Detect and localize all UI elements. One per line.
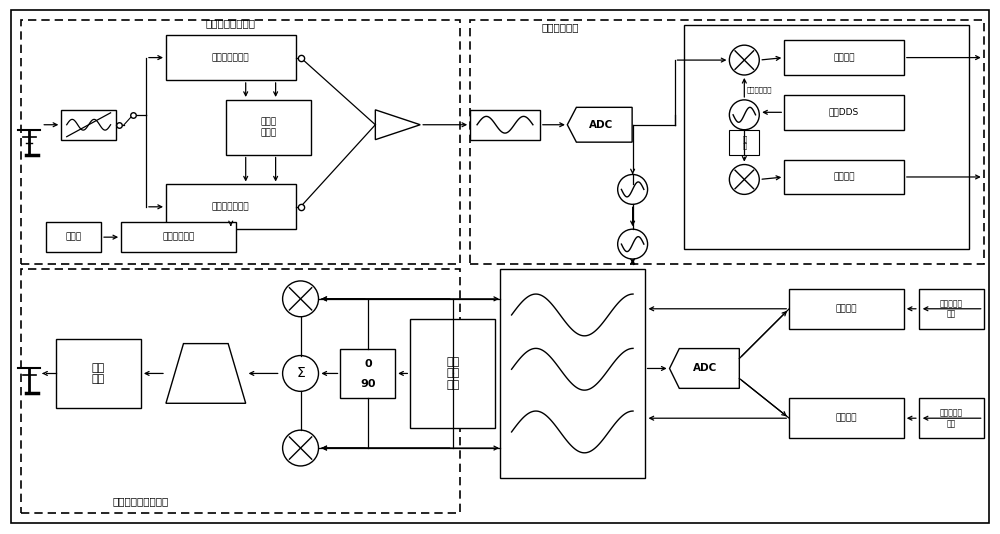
Text: 内插滤波: 内插滤波 bbox=[836, 414, 857, 423]
FancyBboxPatch shape bbox=[919, 289, 984, 329]
Text: 0: 0 bbox=[364, 359, 372, 370]
Text: 90: 90 bbox=[360, 379, 376, 389]
Text: 零频抑
制电路: 零频抑 制电路 bbox=[260, 117, 276, 137]
FancyBboxPatch shape bbox=[121, 222, 236, 252]
Text: 伪随机序列
生成: 伪随机序列 生成 bbox=[940, 299, 963, 318]
Text: 本振合成环路: 本振合成环路 bbox=[162, 233, 195, 242]
Circle shape bbox=[618, 229, 648, 259]
Text: 数字DDS: 数字DDS bbox=[829, 108, 859, 117]
Text: 固定数字本振: 固定数字本振 bbox=[747, 87, 772, 93]
Text: 高波段变频通路: 高波段变频通路 bbox=[212, 202, 250, 211]
Circle shape bbox=[283, 356, 319, 391]
FancyBboxPatch shape bbox=[784, 40, 904, 75]
Text: 幅度
调节: 幅度 调节 bbox=[92, 363, 105, 384]
FancyBboxPatch shape bbox=[470, 110, 540, 140]
FancyBboxPatch shape bbox=[919, 398, 984, 438]
Text: 抽取滤波: 抽取滤波 bbox=[833, 53, 855, 62]
FancyBboxPatch shape bbox=[789, 398, 904, 438]
FancyBboxPatch shape bbox=[166, 35, 296, 80]
Circle shape bbox=[729, 100, 759, 130]
Text: $\Sigma$: $\Sigma$ bbox=[296, 366, 305, 380]
Circle shape bbox=[283, 430, 319, 466]
FancyBboxPatch shape bbox=[61, 110, 116, 140]
Text: ADC: ADC bbox=[693, 364, 718, 373]
FancyBboxPatch shape bbox=[500, 269, 645, 478]
Circle shape bbox=[618, 175, 648, 205]
FancyBboxPatch shape bbox=[46, 222, 101, 252]
Polygon shape bbox=[567, 107, 632, 142]
Circle shape bbox=[283, 281, 319, 317]
FancyBboxPatch shape bbox=[340, 349, 395, 398]
FancyBboxPatch shape bbox=[784, 160, 904, 194]
Text: 参考环: 参考环 bbox=[66, 233, 82, 242]
Text: 信号变频接收单元: 信号变频接收单元 bbox=[206, 18, 256, 28]
Text: ADC: ADC bbox=[589, 120, 613, 130]
Polygon shape bbox=[166, 343, 246, 403]
Text: 分
路: 分 路 bbox=[742, 135, 746, 150]
FancyBboxPatch shape bbox=[410, 319, 495, 428]
Text: 低波段变频通路: 低波段变频通路 bbox=[212, 53, 250, 62]
Text: 抽取滤波: 抽取滤波 bbox=[833, 172, 855, 182]
Text: 内插滤波: 内插滤波 bbox=[836, 304, 857, 313]
FancyBboxPatch shape bbox=[166, 184, 296, 229]
FancyBboxPatch shape bbox=[789, 289, 904, 329]
Circle shape bbox=[729, 45, 759, 75]
Polygon shape bbox=[670, 349, 739, 388]
Text: 信号直接上变频单元: 信号直接上变频单元 bbox=[113, 496, 169, 506]
Text: 伪随机序列
生成: 伪随机序列 生成 bbox=[940, 409, 963, 428]
FancyBboxPatch shape bbox=[226, 100, 311, 154]
Polygon shape bbox=[375, 110, 420, 140]
Text: 本振
合成
电路: 本振 合成 电路 bbox=[446, 357, 459, 390]
FancyBboxPatch shape bbox=[729, 130, 759, 154]
Text: 数字处理单元: 数字处理单元 bbox=[541, 22, 579, 32]
Circle shape bbox=[729, 164, 759, 194]
FancyBboxPatch shape bbox=[56, 339, 141, 409]
FancyBboxPatch shape bbox=[784, 95, 904, 130]
